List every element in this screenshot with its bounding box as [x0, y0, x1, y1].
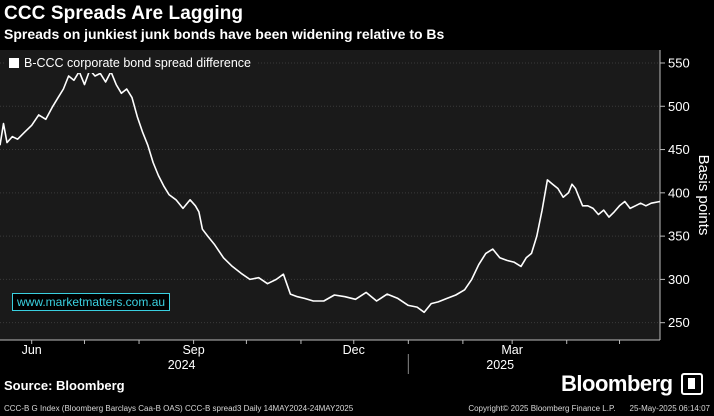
series-group: [0, 69, 661, 314]
footer-series-info: CCC-B G Index (Bloomberg Barclays Caa-B …: [4, 404, 354, 413]
x-tick-label: Sep: [182, 343, 204, 357]
x-year-label: 2025: [486, 358, 514, 372]
footer: CCC-B G Index (Bloomberg Barclays Caa-B …: [4, 404, 710, 413]
brand-name: Bloomberg: [561, 371, 673, 396]
y-tick-label: 250: [668, 315, 690, 330]
x-tick-label: Jun: [22, 343, 42, 357]
y-tick-label: 350: [668, 229, 690, 244]
y-tick-label: 300: [668, 272, 690, 287]
y-axis-title: Basis points: [695, 155, 712, 236]
y-tick-label: 450: [668, 142, 690, 157]
plot-area: [0, 50, 660, 340]
x-year-label: 2024: [168, 358, 196, 372]
grid-lines: [0, 62, 660, 324]
x-tick-label: Mar: [501, 343, 523, 357]
chart-subtitle: Spreads on junkiest junk bonds have been…: [4, 26, 445, 42]
brand-logo: Bloomberg: [561, 371, 703, 397]
x-tick-label: Dec: [343, 343, 365, 357]
legend: B-CCC corporate bond spread difference: [5, 54, 257, 73]
y-tick-label: 400: [668, 185, 690, 200]
bloomberg-terminal-icon: [680, 373, 703, 395]
legend-swatch: [9, 58, 19, 68]
y-tick-label: 550: [668, 55, 690, 70]
footer-timestamp: 25-May-2025 06:14:07: [629, 404, 711, 413]
series-line: [0, 69, 661, 314]
y-tick-label: 500: [668, 99, 690, 114]
legend-label: B-CCC corporate bond spread difference: [24, 56, 251, 70]
footer-copyright: Copyright© 2025 Bloomberg Finance L.P.: [468, 404, 616, 413]
chart-title: CCC Spreads Are Lagging: [4, 3, 244, 24]
axes: [0, 50, 665, 374]
watermark-url[interactable]: www.marketmatters.com.au: [12, 293, 171, 311]
source-note: Source: Bloomberg: [4, 378, 125, 393]
tick-labels: 250 300 350 400 450 500 550 Basis points Jun Sep D…: [22, 55, 712, 372]
